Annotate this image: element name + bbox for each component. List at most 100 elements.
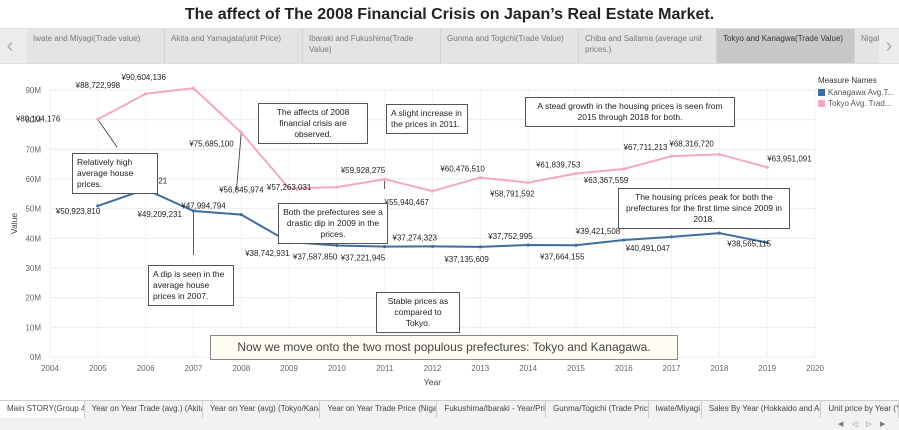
data-label: ¥75,685,100 [188, 139, 234, 148]
data-label: ¥61,839,753 [535, 161, 581, 170]
data-point[interactable] [144, 92, 148, 96]
x-tick-label: 2015 [567, 364, 585, 373]
data-label: ¥55,940,467 [384, 198, 430, 207]
data-point[interactable] [717, 152, 721, 156]
tab-controls: ◀ ◁ ▷ ▶ [0, 418, 899, 430]
data-point[interactable] [574, 243, 578, 247]
chevron-left-icon[interactable]: ‹ [6, 35, 14, 57]
sheet-tab-1[interactable]: Year on Year Trade (avg.) (Akita... [85, 401, 203, 419]
y-tick-label: 70M [25, 145, 41, 154]
story-points: Iwate and Miyagi(Trade value) Akita and Y… [27, 29, 895, 63]
x-tick-label: 2019 [758, 364, 776, 373]
sheet-tab-4[interactable]: Fukushima/Ibaraki - Year/Price [437, 401, 546, 419]
y-tick-label: 60M [25, 175, 41, 184]
annotation-steady-growth: A stead growth in the housing prices is … [525, 97, 735, 127]
story-point-4[interactable]: Chiba and Saitama (average unit prices.) [579, 29, 717, 63]
data-label: ¥56,845,974 [218, 185, 264, 194]
data-label: ¥88,722,998 [75, 81, 121, 90]
x-tick-label: 2016 [615, 364, 633, 373]
x-tick-label: 2011 [376, 364, 394, 373]
prev-tab-icon[interactable]: ◁ [852, 421, 858, 428]
data-point[interactable] [383, 244, 387, 249]
first-tab-icon[interactable]: ◀ [838, 421, 844, 428]
annotation-stable: Stable prices as compared to Tokyo. [376, 292, 460, 333]
data-point[interactable] [96, 117, 100, 121]
data-label: ¥47,994,794 [180, 202, 226, 211]
chevron-right-icon[interactable]: › [879, 29, 899, 63]
annotation-peak: The housing prices peak for both the pre… [618, 188, 790, 229]
data-point[interactable] [335, 185, 339, 189]
x-tick-label: 2018 [710, 364, 728, 373]
data-point[interactable] [430, 189, 435, 193]
x-tick-label: 2014 [519, 364, 537, 373]
y-tick-label: 20M [25, 294, 41, 303]
legend-title: Measure Names [818, 76, 877, 85]
x-tick-label: 2007 [185, 364, 203, 373]
y-tick-label: 0M [30, 353, 41, 362]
story-point-3[interactable]: Gunma and Togichi(Trade Value) [441, 29, 579, 63]
sheet-tab-2[interactable]: Year on Year (avg) (Tokyo/Kana... [203, 401, 321, 419]
data-label: ¥37,587,850 [292, 252, 338, 261]
x-tick-label: 2006 [137, 364, 155, 373]
x-tick-label: 2009 [280, 364, 298, 373]
data-label: ¥58,791,592 [489, 190, 535, 199]
data-point[interactable] [191, 209, 196, 213]
data-point[interactable] [526, 180, 530, 185]
data-point[interactable] [191, 86, 196, 90]
data-point[interactable] [765, 165, 769, 169]
annotation-pointer [236, 132, 242, 191]
story-point-5[interactable]: Tokyo and Kanagwa(Trade Value) [717, 29, 855, 63]
legend-item-kanagawa[interactable]: Kanagawa Avg.T... [818, 88, 898, 97]
data-point[interactable] [669, 154, 674, 158]
annotation-increase-2011: A slight increase in the prices in 2011. [386, 104, 468, 134]
sheet-tab-7[interactable]: Sales By Year (Hokkaido and Ao... [702, 401, 822, 419]
data-point[interactable] [669, 235, 674, 239]
data-point[interactable] [239, 130, 243, 135]
next-tab-icon[interactable]: ▷ [866, 421, 872, 428]
legend-swatch [818, 100, 825, 107]
data-point[interactable] [335, 243, 339, 248]
y-tick-label: 10M [25, 323, 41, 332]
y-tick-label: 80M [25, 116, 41, 125]
sheet-tab-8[interactable]: Unit price by Year (Y [821, 401, 899, 419]
data-label: ¥37,752,995 [487, 232, 533, 241]
data-point[interactable] [717, 231, 721, 235]
story-navigator: ‹ Iwate and Miyagi(Trade value) Akita and… [0, 28, 899, 64]
data-point[interactable] [96, 204, 100, 208]
data-label: ¥60,476,510 [439, 165, 485, 174]
data-label: ¥57,263,031 [266, 183, 312, 192]
data-point[interactable] [622, 238, 626, 242]
story-point-1[interactable]: Akita and Yamagata(unit Price) [165, 29, 303, 63]
data-point[interactable] [765, 240, 769, 245]
story-point-0[interactable]: Iwate and Miyagi(Trade value) [27, 29, 165, 63]
legend-item-tokyo[interactable]: Tokyo Avg. Trad... [818, 99, 898, 108]
story-point-2[interactable]: Ibaraki and Fukushima(Trade Value) [303, 29, 441, 63]
y-tick-label: 50M [25, 205, 41, 214]
x-tick-label: 2020 [806, 364, 824, 373]
annotation-high-prices: Relatively high average house prices. [72, 153, 158, 194]
data-label: ¥50,923,810 [55, 207, 101, 216]
data-point[interactable] [478, 175, 482, 180]
data-point[interactable] [526, 243, 530, 247]
y-tick-label: 90M [25, 86, 41, 95]
data-point[interactable] [287, 186, 291, 190]
data-point[interactable] [383, 177, 387, 181]
sheet-tab-6[interactable]: Iwate/Miyagi [649, 401, 702, 419]
sheet-tab-3[interactable]: Year on Year Trade Price (Nigat... [320, 401, 438, 419]
sheet-tab-5[interactable]: Gunma/Togichi (Trade Price) [546, 401, 649, 419]
data-point[interactable] [622, 167, 626, 171]
data-label: ¥59,928,275 [340, 166, 386, 175]
data-point[interactable] [239, 213, 243, 217]
x-tick-label: 2010 [328, 364, 346, 373]
data-label: ¥38,565,115 [726, 240, 771, 249]
x-tick-label: 2013 [471, 364, 489, 373]
sheet-tab-0[interactable]: Main STORY(Group 4) [0, 401, 85, 419]
story-tabs: Main STORY(Group 4) Year on Year Trade (a… [0, 400, 899, 419]
last-tab-icon[interactable]: ▶ [880, 421, 886, 428]
data-label: ¥68,316,720 [668, 139, 714, 148]
data-label: ¥67,711,213 [623, 143, 668, 152]
legend-label: Kanagawa Avg.T... [828, 88, 895, 97]
data-point[interactable] [478, 245, 482, 249]
data-point[interactable] [430, 244, 435, 249]
data-point[interactable] [574, 171, 578, 176]
